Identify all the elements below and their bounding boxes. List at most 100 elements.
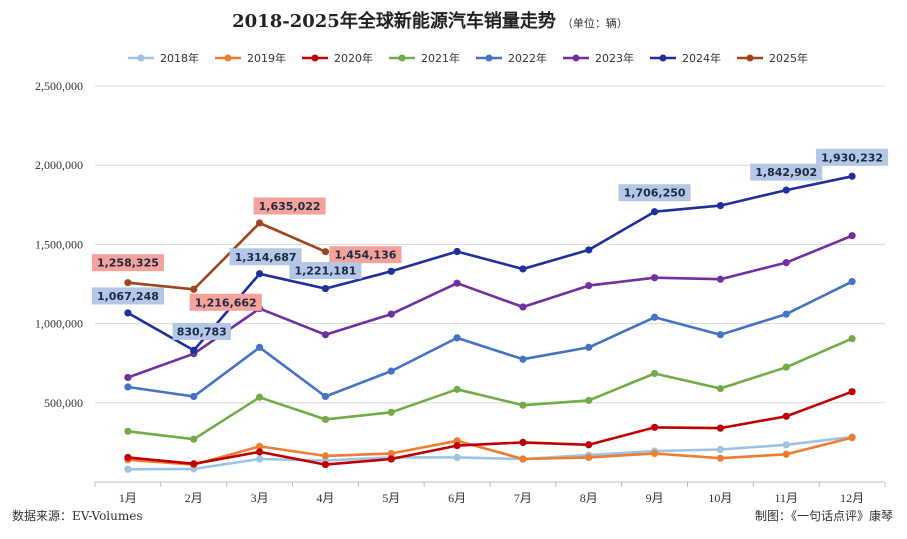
series-line — [127, 234, 853, 379]
data-point — [321, 331, 330, 339]
data-point — [190, 285, 198, 293]
data-point — [782, 412, 790, 420]
y-axis: 500,000 1,000,000 1,500,000 2,000,000 2,500,… — [35, 79, 83, 410]
legend-swatch-marker — [398, 54, 406, 62]
data-point — [716, 275, 725, 283]
legend-label: 2020年 — [334, 51, 373, 65]
data-label-text: 1,635,022 — [259, 200, 321, 213]
data-point — [848, 434, 856, 442]
data-point — [124, 373, 132, 382]
series-2025年 — [124, 219, 330, 293]
x-tick-label: 1月 — [119, 491, 137, 505]
legend-entry: 2020年 — [302, 51, 373, 65]
data-point — [716, 384, 725, 393]
data-point — [716, 454, 725, 462]
data-label-text: 1,842,902 — [755, 166, 817, 179]
data-label-box — [329, 246, 402, 264]
series-line — [127, 337, 853, 441]
data-label-box — [816, 148, 889, 166]
data-label: 1,216,662 — [189, 293, 262, 311]
legend-swatch-marker — [311, 54, 319, 62]
data-point — [716, 424, 725, 432]
y-tick-label: 500,000 — [44, 396, 83, 410]
y-tick-label: 2,000,000 — [35, 158, 83, 172]
chart-title: 2018-2025年全球新能源汽车销量走势 （单位：辆） — [232, 10, 628, 32]
data-label-box — [189, 293, 262, 311]
data-point — [321, 392, 330, 401]
data-point — [453, 334, 461, 342]
data-label: 1,258,325 — [91, 254, 164, 272]
x-tick-label: 4月 — [316, 491, 334, 505]
data-point — [321, 460, 330, 469]
data-point — [453, 453, 461, 462]
data-point — [321, 415, 330, 424]
data-point — [453, 441, 461, 450]
data-point — [453, 279, 461, 287]
data-label-text: 1,706,250 — [624, 187, 686, 200]
series-2020年 — [124, 388, 856, 469]
series-line — [127, 221, 326, 291]
series-group — [124, 172, 856, 473]
data-label: 1,635,022 — [253, 197, 326, 215]
data-point — [782, 363, 790, 371]
data-label: 1,221,181 — [289, 262, 362, 280]
data-label: 1,930,232 — [816, 148, 889, 166]
chart-title-main: 2018-2025年全球新能源汽车销量走势 — [232, 10, 556, 32]
legend-swatch-marker — [659, 54, 667, 62]
data-point — [255, 270, 264, 278]
data-point — [387, 310, 395, 318]
legend-label: 2018年 — [160, 51, 199, 65]
data-label: 1,314,687 — [229, 248, 302, 266]
series-2023年 — [124, 232, 856, 382]
data-label-text: 1,930,232 — [821, 151, 883, 164]
series-line — [127, 175, 853, 352]
data-label: 1,842,902 — [750, 163, 823, 181]
data-label-text: 1,314,687 — [235, 251, 297, 264]
data-point — [519, 401, 527, 409]
data-point — [650, 423, 659, 431]
data-point — [124, 383, 132, 391]
data-point — [190, 460, 198, 468]
x-axis: 1月 2月 3月 4月 5月 6月 7月 8月 9月 10月 11月 12月 — [94, 481, 886, 505]
data-point — [650, 274, 659, 282]
data-point — [716, 331, 725, 339]
x-tick-label: 9月 — [646, 491, 664, 505]
legend-label: 2024年 — [682, 51, 721, 65]
data-point — [190, 435, 198, 443]
y-tick-label: 2,500,000 — [35, 79, 83, 93]
data-point — [387, 267, 395, 275]
data-label: 1,706,250 — [618, 184, 691, 202]
legend-entry: 2021年 — [389, 51, 460, 65]
data-point — [255, 448, 264, 456]
y-tick-label: 1,500,000 — [35, 237, 83, 251]
data-point — [585, 246, 593, 254]
data-label: 830,783 — [172, 322, 231, 340]
data-point — [585, 396, 593, 405]
legend-label: 2019年 — [247, 51, 286, 65]
data-point — [519, 455, 527, 463]
data-point — [321, 248, 330, 256]
source-note: 数据来源：EV-Volumes — [12, 509, 143, 523]
data-point — [585, 453, 593, 462]
legend-swatch-marker — [224, 54, 232, 62]
data-point — [255, 455, 264, 463]
data-point — [782, 441, 790, 449]
legend-label: 2023年 — [595, 51, 634, 65]
legend-swatch-marker — [137, 54, 145, 62]
data-label-text: 1,216,662 — [195, 296, 257, 309]
data-label: 1,454,136 — [329, 246, 402, 264]
data-point — [519, 438, 527, 446]
legend-entry: 2024年 — [650, 51, 721, 65]
series-line — [127, 435, 853, 471]
series-2022年 — [124, 278, 856, 401]
legend-swatch-marker — [485, 54, 493, 62]
data-label-text: 1,221,181 — [294, 265, 356, 278]
series-line — [127, 436, 853, 466]
chart-title-unit: （单位：辆） — [562, 16, 628, 30]
data-point — [387, 367, 395, 375]
data-point — [782, 450, 790, 458]
data-point — [124, 465, 132, 473]
data-point — [650, 449, 659, 458]
data-point — [255, 442, 264, 450]
